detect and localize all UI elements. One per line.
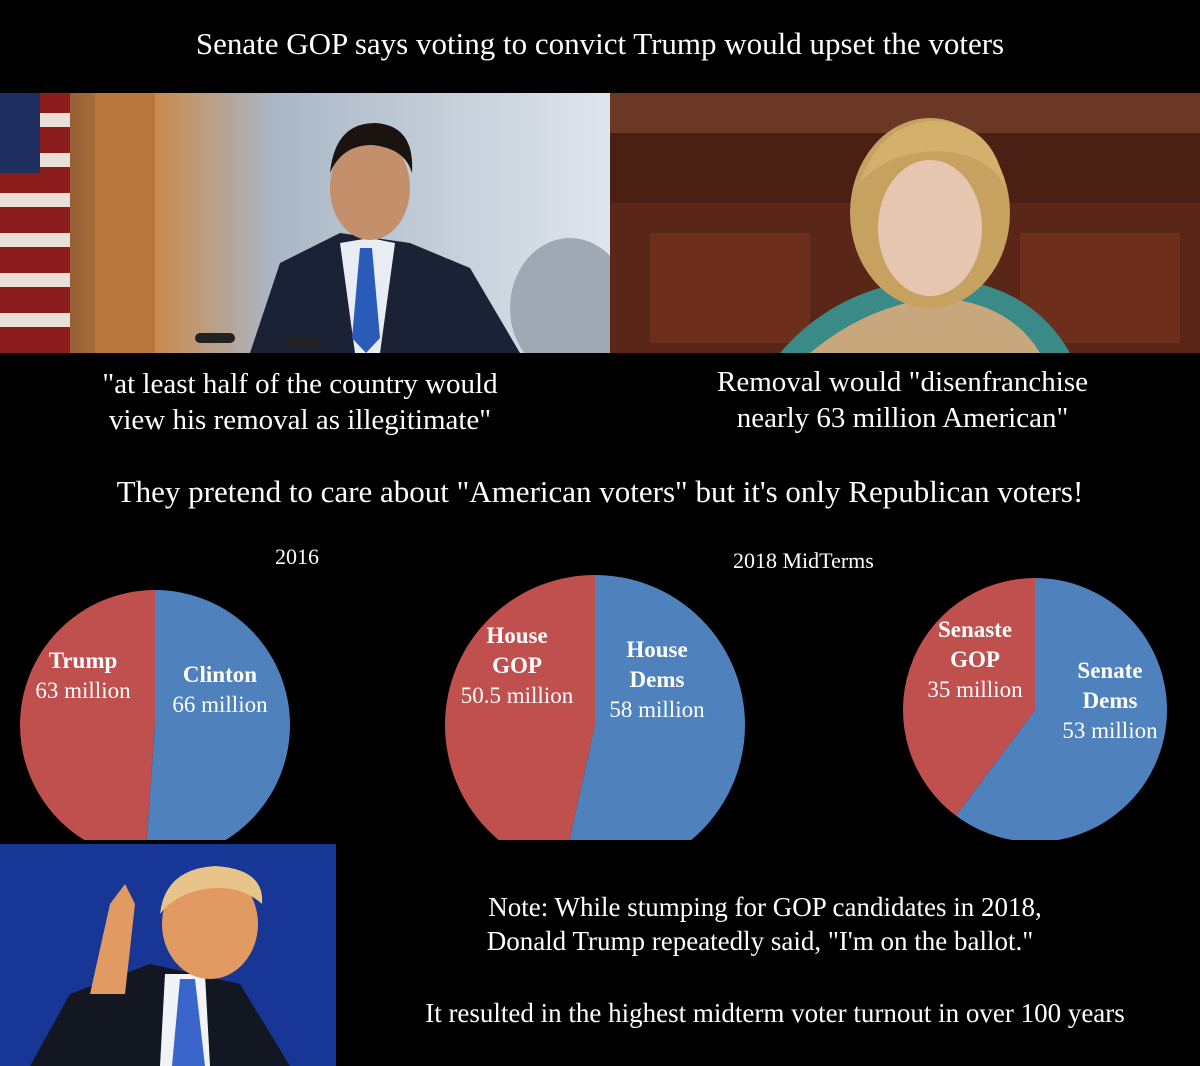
pie-slice-label: GOP — [950, 647, 1000, 672]
pie-slice — [955, 578, 1168, 840]
bottom-photo — [0, 844, 336, 1066]
pie-slice-label: House — [486, 623, 547, 648]
chart-2016-title: 2016 — [275, 544, 319, 569]
pie-house-2018: House GOP 50.5 million House Dems 58 million — [445, 575, 745, 840]
pie-slice-value-label: 63 million — [35, 678, 131, 703]
pie-slice-value-label: 58 million — [609, 697, 705, 722]
pie-slice — [19, 590, 155, 840]
pie-slice-value-label: 35 million — [927, 677, 1023, 702]
note-line1: Note: While stumping for GOP candidates … — [488, 892, 1042, 922]
pie-slice — [445, 575, 595, 840]
pie-charts: Trump 63 million Clinton 66 million House GO… — [19, 575, 1168, 840]
pie-slice-label: Trump — [49, 648, 118, 673]
pie-slice-value-label: 66 million — [172, 692, 268, 717]
pie-slice-label: Dems — [630, 667, 685, 692]
note-line3: It resulted in the highest midterm voter… — [425, 998, 1125, 1028]
senate-floor-photo-illustration — [610, 93, 1200, 353]
pie-slice-label: House — [626, 637, 687, 662]
pie-slice — [903, 578, 1035, 816]
pie-slice-label: Clinton — [183, 662, 257, 687]
right-quote-line2: nearly 63 million American" — [736, 402, 1069, 434]
note-block: Note: While stumping for GOP candidates … — [340, 890, 1200, 958]
right-photo — [610, 93, 1200, 353]
subtitle: They pretend to care about "American vot… — [116, 474, 1084, 509]
pie-slice-value-label: 53 million — [1062, 718, 1158, 743]
pie-slice-label: Dems — [1083, 688, 1138, 713]
pie-2016: Trump 63 million Clinton 66 million — [19, 590, 290, 840]
pie-slice — [569, 575, 745, 840]
senator-photo-illustration — [0, 93, 610, 353]
midterms-caption: 2018 MidTerms — [733, 548, 874, 573]
right-quote: Removal would "disenfranchise nearly 63 … — [605, 364, 1200, 436]
trump-photo-illustration — [0, 844, 336, 1066]
pie-slice-label: Senate — [1077, 658, 1142, 683]
right-quote-line1: Removal would "disenfranchise — [716, 366, 1089, 398]
pie-slice — [146, 590, 290, 840]
left-quote-line2: view his removal as illegitimate" — [108, 404, 492, 436]
page-title: Senate GOP says voting to convict Trump … — [195, 26, 1005, 61]
left-photo — [0, 93, 610, 353]
note-line2: Donald Trump repeatedly said, "I'm on th… — [486, 926, 1034, 956]
pie-slice-label: GOP — [492, 653, 542, 678]
left-quote: "at least half of the country would view… — [0, 366, 600, 438]
pie-senate-2018: Senaste GOP 35 million Senate Dems 53 million — [903, 578, 1168, 840]
pie-slice-value-label: 50.5 million — [461, 683, 574, 708]
left-quote-line1: "at least half of the country would — [102, 368, 498, 400]
pie-slice-label: Senaste — [938, 617, 1012, 642]
